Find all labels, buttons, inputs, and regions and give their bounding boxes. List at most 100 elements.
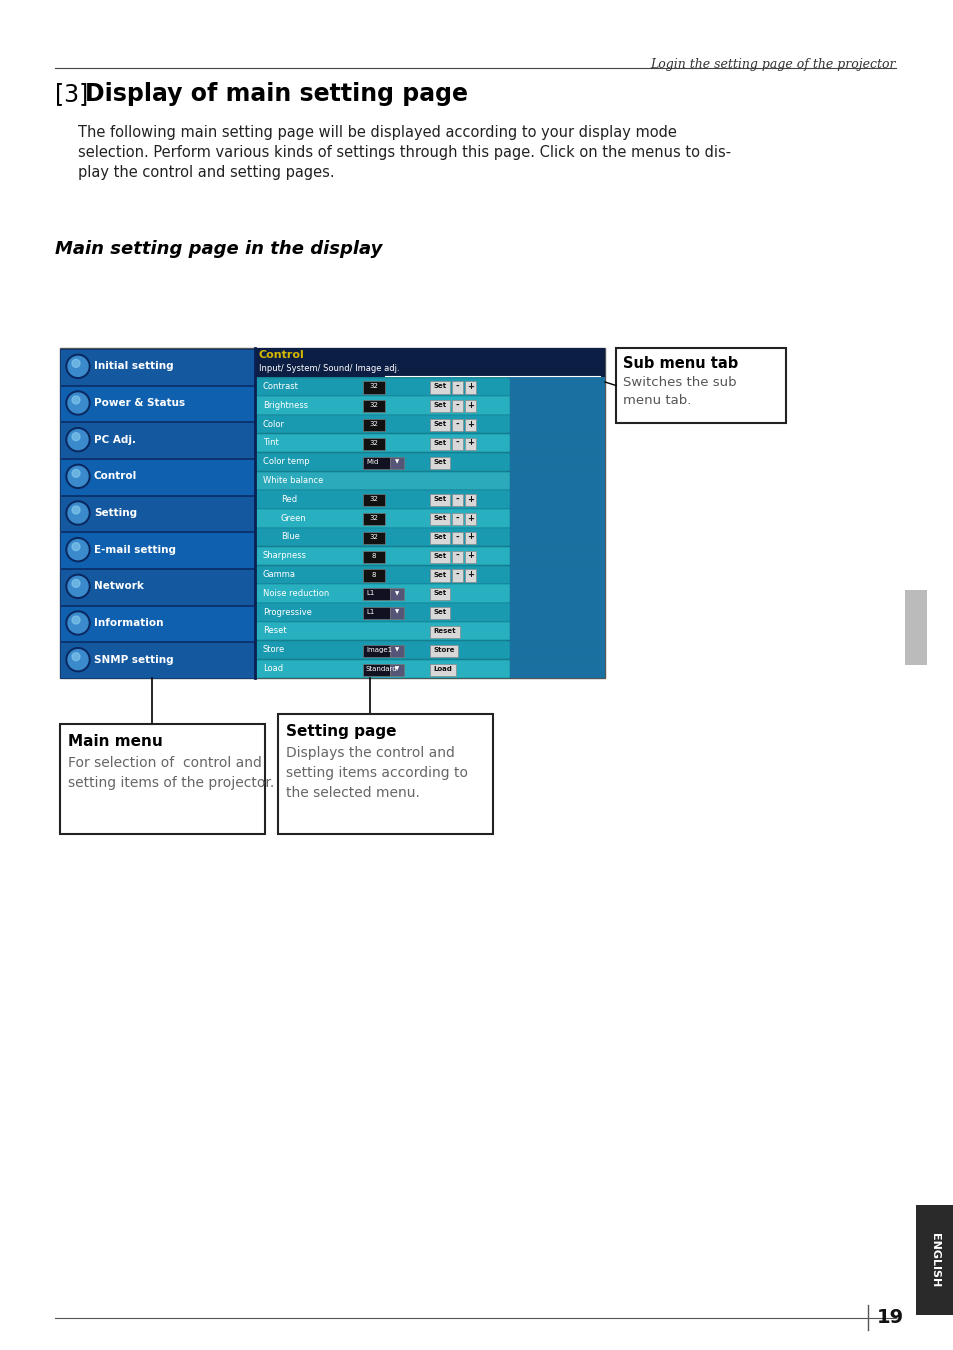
FancyBboxPatch shape xyxy=(430,626,459,639)
FancyBboxPatch shape xyxy=(60,643,254,678)
Circle shape xyxy=(66,648,90,672)
FancyBboxPatch shape xyxy=(363,532,385,544)
Circle shape xyxy=(71,396,80,404)
FancyBboxPatch shape xyxy=(464,570,476,582)
Circle shape xyxy=(68,356,88,377)
Text: Color: Color xyxy=(263,420,285,428)
FancyBboxPatch shape xyxy=(254,452,510,471)
Text: Main setting page in the display: Main setting page in the display xyxy=(55,240,382,258)
Circle shape xyxy=(68,613,88,633)
FancyBboxPatch shape xyxy=(60,606,254,641)
Text: Sub menu tab: Sub menu tab xyxy=(622,356,738,371)
FancyBboxPatch shape xyxy=(430,513,450,525)
Text: Gamma: Gamma xyxy=(263,570,295,579)
FancyBboxPatch shape xyxy=(254,362,604,377)
FancyBboxPatch shape xyxy=(452,551,462,563)
FancyBboxPatch shape xyxy=(506,348,604,678)
Text: Display of main setting page: Display of main setting page xyxy=(85,82,468,107)
Text: +: + xyxy=(467,439,474,447)
Text: Login the setting page of the projector: Login the setting page of the projector xyxy=(650,58,895,72)
Text: +: + xyxy=(467,420,474,428)
FancyBboxPatch shape xyxy=(452,570,462,582)
FancyBboxPatch shape xyxy=(510,660,604,678)
FancyBboxPatch shape xyxy=(510,433,604,452)
FancyBboxPatch shape xyxy=(60,350,254,385)
Text: Main menu: Main menu xyxy=(68,734,163,749)
Text: Control: Control xyxy=(94,471,137,482)
FancyBboxPatch shape xyxy=(510,547,604,566)
Text: Set: Set xyxy=(433,383,446,389)
Circle shape xyxy=(68,649,88,670)
Text: 32: 32 xyxy=(369,497,378,502)
Text: Set: Set xyxy=(433,552,446,559)
FancyBboxPatch shape xyxy=(430,589,450,601)
FancyBboxPatch shape xyxy=(510,416,604,433)
FancyBboxPatch shape xyxy=(510,452,604,471)
FancyBboxPatch shape xyxy=(363,437,385,450)
Text: Set: Set xyxy=(433,421,446,427)
FancyBboxPatch shape xyxy=(430,570,450,582)
FancyBboxPatch shape xyxy=(363,513,385,525)
FancyBboxPatch shape xyxy=(452,418,462,431)
FancyBboxPatch shape xyxy=(254,528,510,547)
Text: Set: Set xyxy=(433,459,446,464)
Text: The following main setting page will be displayed according to your display mode: The following main setting page will be … xyxy=(78,126,677,140)
Text: Set: Set xyxy=(433,497,446,502)
Text: +: + xyxy=(467,513,474,522)
Text: Brightness: Brightness xyxy=(263,401,308,409)
Text: Set: Set xyxy=(433,571,446,578)
FancyBboxPatch shape xyxy=(254,566,510,585)
FancyBboxPatch shape xyxy=(430,418,450,431)
Text: -: - xyxy=(456,532,458,541)
FancyBboxPatch shape xyxy=(430,608,450,620)
FancyBboxPatch shape xyxy=(452,494,462,506)
FancyBboxPatch shape xyxy=(60,532,254,568)
Text: ▼: ▼ xyxy=(395,591,398,595)
FancyBboxPatch shape xyxy=(452,381,462,394)
FancyBboxPatch shape xyxy=(254,509,510,528)
Text: ▼: ▼ xyxy=(395,666,398,671)
FancyBboxPatch shape xyxy=(60,568,254,605)
FancyBboxPatch shape xyxy=(390,645,403,657)
Circle shape xyxy=(68,466,88,486)
Text: Displays the control and
setting items according to
the selected menu.: Displays the control and setting items a… xyxy=(286,747,468,801)
Text: -: - xyxy=(456,551,458,560)
Text: 32: 32 xyxy=(369,516,378,521)
FancyBboxPatch shape xyxy=(363,645,390,657)
Text: Setting: Setting xyxy=(94,508,137,518)
Text: -: - xyxy=(456,495,458,504)
Text: Control: Control xyxy=(258,350,304,360)
FancyBboxPatch shape xyxy=(390,589,403,601)
FancyBboxPatch shape xyxy=(452,513,462,525)
FancyBboxPatch shape xyxy=(452,400,462,412)
Text: Switches the sub
menu tab.: Switches the sub menu tab. xyxy=(622,377,736,406)
FancyBboxPatch shape xyxy=(60,724,265,834)
Circle shape xyxy=(66,392,90,414)
Text: selection. Perform various kinds of settings through this page. Click on the men: selection. Perform various kinds of sett… xyxy=(78,144,730,161)
Text: Set: Set xyxy=(433,402,446,408)
Text: Input/ System/ Sound/ Image adj.: Input/ System/ Sound/ Image adj. xyxy=(258,364,399,373)
Text: Set: Set xyxy=(433,440,446,446)
FancyBboxPatch shape xyxy=(254,585,510,602)
Text: ▼: ▼ xyxy=(395,610,398,614)
Text: L1: L1 xyxy=(366,609,374,616)
Text: 8: 8 xyxy=(372,571,375,578)
Circle shape xyxy=(71,359,80,367)
Text: Color temp: Color temp xyxy=(263,458,310,466)
Text: -: - xyxy=(456,570,458,579)
Text: Sharpness: Sharpness xyxy=(263,551,307,560)
FancyBboxPatch shape xyxy=(254,603,510,621)
FancyBboxPatch shape xyxy=(510,397,604,414)
Text: 19: 19 xyxy=(876,1308,902,1327)
FancyBboxPatch shape xyxy=(60,386,254,421)
Circle shape xyxy=(68,393,88,413)
FancyBboxPatch shape xyxy=(510,528,604,547)
FancyBboxPatch shape xyxy=(430,494,450,506)
Text: Set: Set xyxy=(433,533,446,540)
Text: Standard: Standard xyxy=(366,666,397,671)
Circle shape xyxy=(71,579,80,587)
Text: Tint: Tint xyxy=(263,439,278,447)
FancyBboxPatch shape xyxy=(510,490,604,509)
Circle shape xyxy=(71,652,80,660)
FancyBboxPatch shape xyxy=(363,400,385,412)
